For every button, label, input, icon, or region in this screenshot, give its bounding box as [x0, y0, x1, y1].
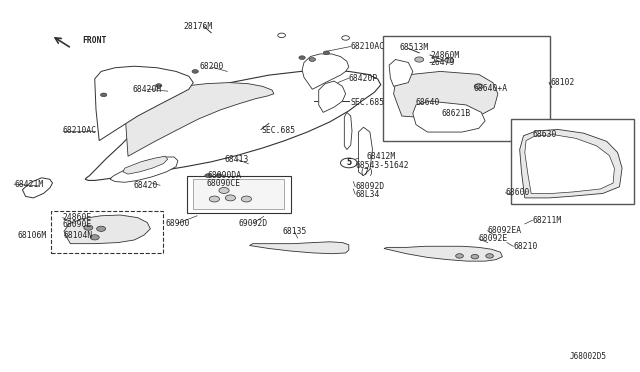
Circle shape [205, 174, 211, 177]
Polygon shape [520, 129, 622, 198]
Bar [511, 119, 634, 204]
Text: 68200: 68200 [199, 62, 223, 71]
Text: 68630: 68630 [532, 130, 557, 139]
Polygon shape [384, 246, 502, 261]
Text: 26479: 26479 [430, 58, 454, 67]
Text: 68210AC: 68210AC [351, 42, 385, 51]
Text: 68640+A: 68640+A [474, 84, 508, 93]
Text: 68090DA: 68090DA [208, 171, 242, 180]
Text: (7): (7) [360, 169, 374, 177]
Text: 68210AC: 68210AC [63, 126, 97, 135]
Text: 68543-51642: 68543-51642 [355, 161, 409, 170]
Circle shape [486, 254, 493, 258]
Circle shape [445, 58, 454, 63]
Circle shape [90, 235, 99, 240]
Polygon shape [85, 71, 381, 180]
Text: 68102: 68102 [550, 78, 575, 87]
Text: SEC.685: SEC.685 [261, 126, 295, 135]
Text: 68621B: 68621B [442, 109, 471, 118]
Text: 68106M: 68106M [18, 231, 47, 240]
Text: 68412M: 68412M [366, 152, 396, 161]
Circle shape [225, 195, 236, 201]
Polygon shape [95, 66, 193, 141]
Text: 69092D: 69092D [238, 219, 268, 228]
Text: 68513M: 68513M [400, 43, 429, 52]
Text: 68420: 68420 [133, 181, 157, 190]
Text: 24860M: 24860M [430, 51, 460, 60]
Text: 28176M: 28176M [184, 22, 213, 31]
Bar [187, 176, 291, 213]
Bar [383, 36, 550, 141]
Polygon shape [125, 83, 274, 156]
Polygon shape [64, 215, 150, 244]
Polygon shape [110, 157, 178, 182]
Circle shape [340, 158, 357, 168]
Circle shape [456, 254, 463, 258]
Circle shape [97, 226, 106, 231]
Polygon shape [525, 135, 614, 193]
Circle shape [474, 84, 483, 89]
Circle shape [156, 84, 162, 87]
Text: FRONT: FRONT [82, 36, 106, 45]
Circle shape [216, 174, 222, 177]
Circle shape [278, 33, 285, 38]
Text: 68090E: 68090E [63, 220, 92, 229]
Circle shape [415, 57, 424, 62]
Text: 68092E: 68092E [479, 234, 508, 243]
Text: 68413: 68413 [225, 155, 249, 164]
Text: 68090CE: 68090CE [206, 179, 240, 187]
Circle shape [342, 36, 349, 40]
Polygon shape [22, 178, 52, 198]
Text: 68210: 68210 [513, 242, 538, 251]
Bar [193, 179, 284, 209]
Polygon shape [389, 60, 413, 86]
Text: 5: 5 [346, 158, 351, 167]
Text: 68135: 68135 [282, 227, 307, 236]
Text: 68211M: 68211M [532, 216, 562, 225]
Text: SEC.685: SEC.685 [351, 98, 385, 107]
Circle shape [84, 225, 93, 230]
Polygon shape [319, 81, 346, 112]
Circle shape [471, 254, 479, 259]
Circle shape [209, 196, 220, 202]
Polygon shape [413, 101, 485, 132]
Polygon shape [344, 112, 352, 150]
Circle shape [192, 70, 198, 73]
Text: 68092D: 68092D [355, 182, 385, 191]
Polygon shape [302, 54, 349, 89]
Circle shape [309, 58, 316, 61]
Text: 68420P: 68420P [349, 74, 378, 83]
Text: 68420H: 68420H [132, 85, 162, 94]
Text: 68900: 68900 [166, 219, 190, 228]
Circle shape [323, 51, 330, 55]
Text: 68600: 68600 [506, 188, 530, 197]
Bar [51, 211, 163, 253]
Polygon shape [250, 242, 349, 254]
Text: 68104N: 68104N [64, 231, 93, 240]
Polygon shape [123, 156, 168, 174]
Text: 24860E: 24860E [63, 213, 92, 222]
Circle shape [219, 187, 229, 193]
Polygon shape [394, 71, 498, 119]
Polygon shape [358, 127, 372, 176]
Circle shape [100, 93, 107, 97]
Text: 68L34: 68L34 [355, 190, 380, 199]
Text: 68092EA: 68092EA [488, 226, 522, 235]
Text: 68421M: 68421M [14, 180, 44, 189]
Text: 68640: 68640 [416, 98, 440, 107]
Circle shape [299, 56, 305, 60]
Text: J68002D5: J68002D5 [570, 352, 607, 361]
Circle shape [241, 196, 252, 202]
